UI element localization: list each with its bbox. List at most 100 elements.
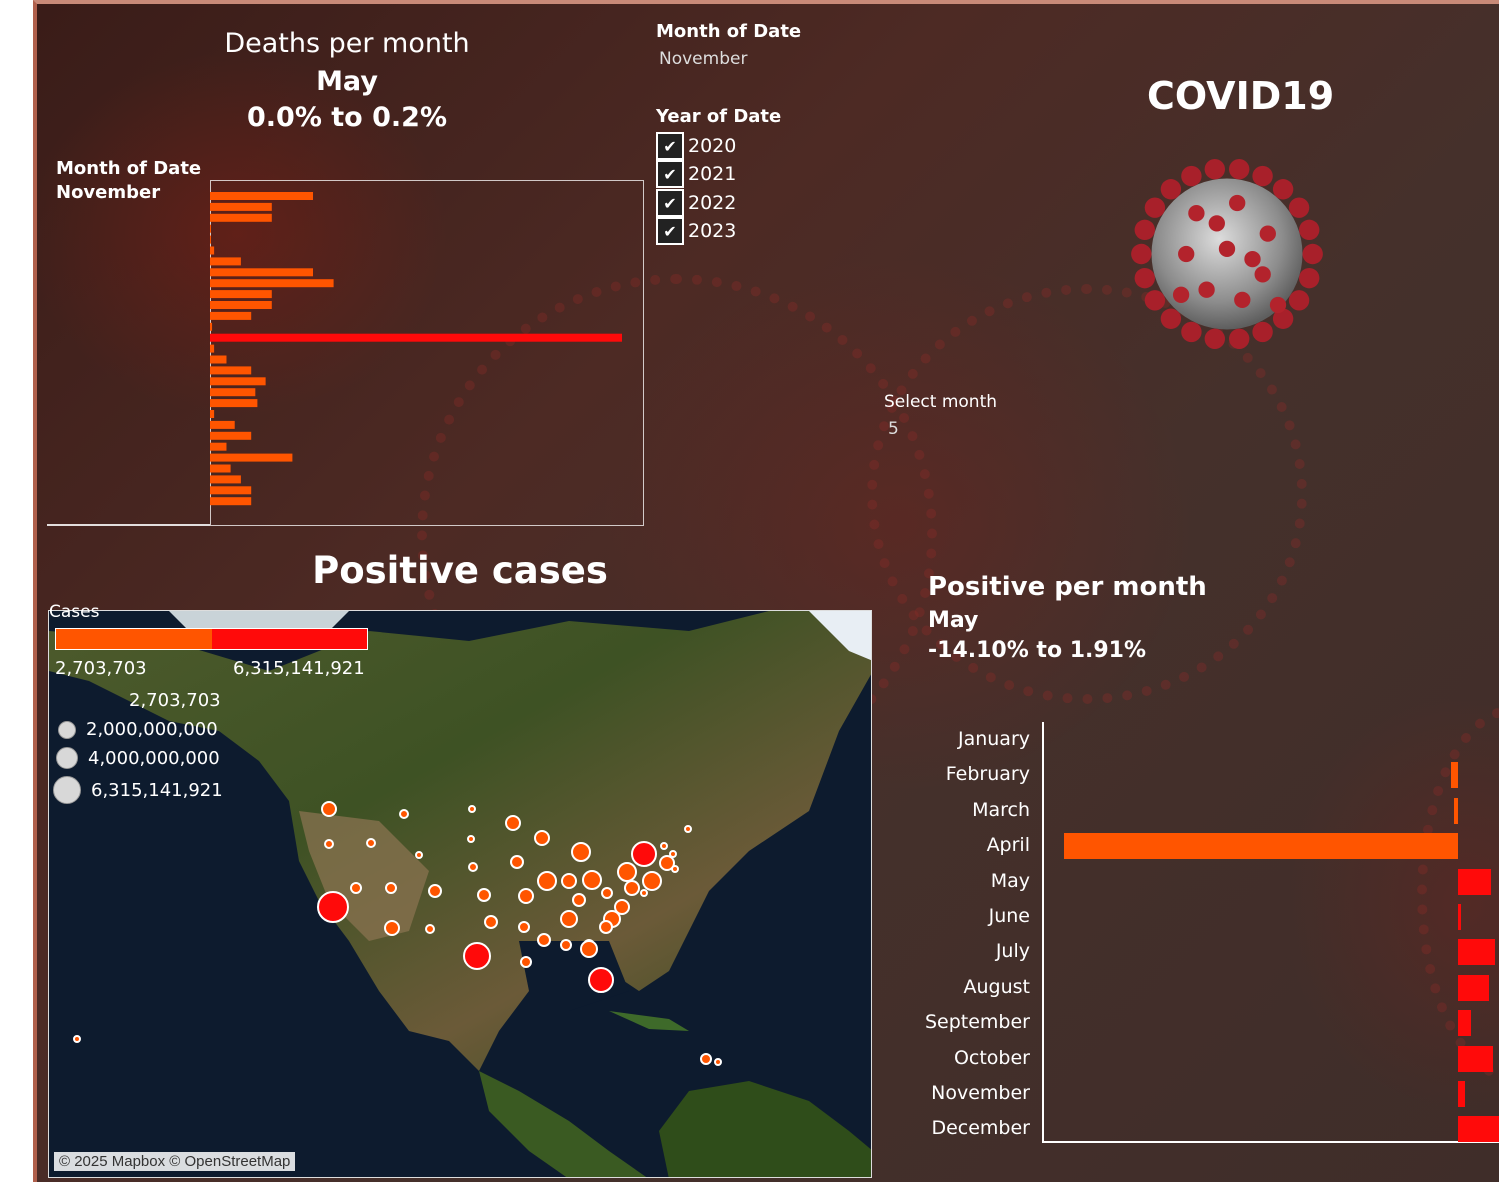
case-bubble[interactable] bbox=[385, 882, 397, 894]
case-bubble[interactable] bbox=[317, 891, 349, 923]
case-bubble[interactable] bbox=[582, 870, 602, 890]
year-option-2020[interactable]: ✔ 2020 bbox=[656, 132, 736, 160]
deaths-bar[interactable] bbox=[210, 420, 235, 429]
select-month-value[interactable]: 5 bbox=[888, 419, 899, 439]
case-bubble[interactable] bbox=[518, 921, 530, 933]
deaths-bar[interactable] bbox=[210, 246, 215, 255]
ppm-bar[interactable] bbox=[1458, 939, 1495, 966]
deaths-bar[interactable] bbox=[210, 224, 211, 233]
deaths-bar[interactable] bbox=[210, 235, 211, 244]
deaths-bar[interactable] bbox=[210, 388, 256, 397]
case-bubble[interactable] bbox=[631, 841, 657, 867]
ppm-bar[interactable] bbox=[1458, 1010, 1471, 1037]
ppm-bar[interactable] bbox=[1451, 762, 1458, 789]
case-bubble[interactable] bbox=[484, 915, 498, 929]
case-bubble[interactable] bbox=[477, 888, 491, 902]
deaths-bar[interactable] bbox=[210, 202, 272, 211]
case-bubble[interactable] bbox=[73, 1035, 81, 1043]
deaths-bar[interactable] bbox=[210, 290, 272, 299]
checkbox-checked-icon[interactable]: ✔ bbox=[656, 132, 684, 160]
case-bubble[interactable] bbox=[617, 862, 637, 882]
case-bubble[interactable] bbox=[518, 888, 534, 904]
case-bubble[interactable] bbox=[537, 871, 557, 891]
case-bubble[interactable] bbox=[700, 1053, 712, 1065]
case-bubble[interactable] bbox=[561, 873, 577, 889]
case-bubble[interactable] bbox=[624, 880, 640, 896]
case-bubble[interactable] bbox=[684, 825, 692, 833]
deaths-bar-chart[interactable] bbox=[210, 180, 644, 526]
deaths-bar[interactable] bbox=[210, 279, 334, 288]
case-bubble[interactable] bbox=[534, 830, 550, 846]
case-bubble[interactable] bbox=[366, 838, 376, 848]
case-bubble[interactable] bbox=[350, 882, 362, 894]
ppm-bar[interactable] bbox=[1458, 1045, 1494, 1072]
deaths-bar[interactable] bbox=[210, 442, 227, 451]
year-option-2023[interactable]: ✔ 2023 bbox=[656, 217, 736, 245]
case-bubble[interactable] bbox=[468, 862, 478, 872]
deaths-bar[interactable] bbox=[210, 311, 252, 320]
deaths-filter-value[interactable]: November bbox=[56, 182, 161, 203]
deaths-bar[interactable] bbox=[210, 497, 252, 506]
case-bubble[interactable] bbox=[467, 835, 475, 843]
case-bubble[interactable] bbox=[425, 924, 435, 934]
case-bubble[interactable] bbox=[324, 839, 334, 849]
deaths-bar[interactable] bbox=[210, 322, 213, 331]
case-bubble[interactable] bbox=[415, 851, 423, 859]
ppm-bar[interactable] bbox=[1458, 1081, 1465, 1107]
case-bubble[interactable] bbox=[614, 899, 630, 915]
case-bubble[interactable] bbox=[571, 842, 591, 862]
case-bubble[interactable] bbox=[468, 805, 476, 813]
case-bubble[interactable] bbox=[640, 889, 648, 897]
month-filter-value[interactable]: November bbox=[659, 49, 748, 69]
deaths-bar[interactable] bbox=[210, 410, 215, 418]
deaths-bar[interactable] bbox=[210, 399, 258, 408]
deaths-bar[interactable] bbox=[210, 464, 231, 473]
case-bubble[interactable] bbox=[463, 942, 491, 970]
case-bubble[interactable] bbox=[671, 865, 679, 873]
ppm-bar[interactable] bbox=[1458, 974, 1489, 1001]
deaths-bar[interactable] bbox=[210, 475, 241, 484]
deaths-bar[interactable] bbox=[210, 486, 252, 495]
deaths-bar[interactable] bbox=[210, 377, 266, 386]
deaths-bar[interactable] bbox=[210, 453, 293, 462]
case-bubble[interactable] bbox=[560, 939, 572, 951]
case-bubble[interactable] bbox=[599, 920, 613, 934]
deaths-bar[interactable] bbox=[210, 192, 313, 200]
year-option-2022[interactable]: ✔ 2022 bbox=[656, 189, 736, 217]
case-bubble[interactable] bbox=[537, 933, 551, 947]
case-bubble[interactable] bbox=[660, 842, 668, 850]
deaths-bar[interactable] bbox=[210, 431, 252, 440]
case-bubble[interactable] bbox=[505, 815, 521, 831]
case-bubble[interactable] bbox=[642, 871, 662, 891]
case-bubble[interactable] bbox=[669, 850, 677, 858]
ppm-bar[interactable] bbox=[1458, 868, 1492, 895]
case-bubble[interactable] bbox=[659, 855, 675, 871]
ppm-bar[interactable] bbox=[1458, 1116, 1499, 1143]
map-canvas[interactable] bbox=[49, 611, 872, 1178]
checkbox-checked-icon[interactable]: ✔ bbox=[656, 217, 684, 245]
deaths-bar[interactable] bbox=[210, 301, 272, 309]
checkbox-checked-icon[interactable]: ✔ bbox=[656, 160, 684, 188]
case-bubble[interactable] bbox=[601, 887, 613, 899]
case-bubble[interactable] bbox=[560, 910, 578, 928]
case-bubble[interactable] bbox=[520, 956, 532, 968]
case-bubble[interactable] bbox=[384, 920, 400, 936]
case-bubble[interactable] bbox=[580, 940, 598, 958]
cases-map[interactable]: © 2025 Mapbox © OpenStreetMap bbox=[48, 610, 872, 1178]
ppm-bar[interactable] bbox=[1453, 797, 1458, 824]
case-bubble[interactable] bbox=[572, 893, 586, 907]
year-option-2021[interactable]: ✔ 2021 bbox=[656, 160, 736, 188]
deaths-bar[interactable] bbox=[210, 344, 215, 353]
checkbox-checked-icon[interactable]: ✔ bbox=[656, 189, 684, 217]
deaths-bar[interactable] bbox=[210, 213, 272, 222]
deaths-bar[interactable] bbox=[210, 333, 622, 342]
case-bubble[interactable] bbox=[588, 967, 614, 993]
case-bubble[interactable] bbox=[399, 809, 409, 819]
deaths-bar[interactable] bbox=[210, 257, 241, 266]
case-bubble[interactable] bbox=[321, 801, 337, 817]
deaths-bar[interactable] bbox=[210, 366, 252, 375]
deaths-bar[interactable] bbox=[210, 355, 227, 364]
case-bubble[interactable] bbox=[510, 855, 524, 869]
ppm-bar[interactable] bbox=[1064, 833, 1458, 860]
ppm-bar[interactable] bbox=[1458, 904, 1461, 930]
